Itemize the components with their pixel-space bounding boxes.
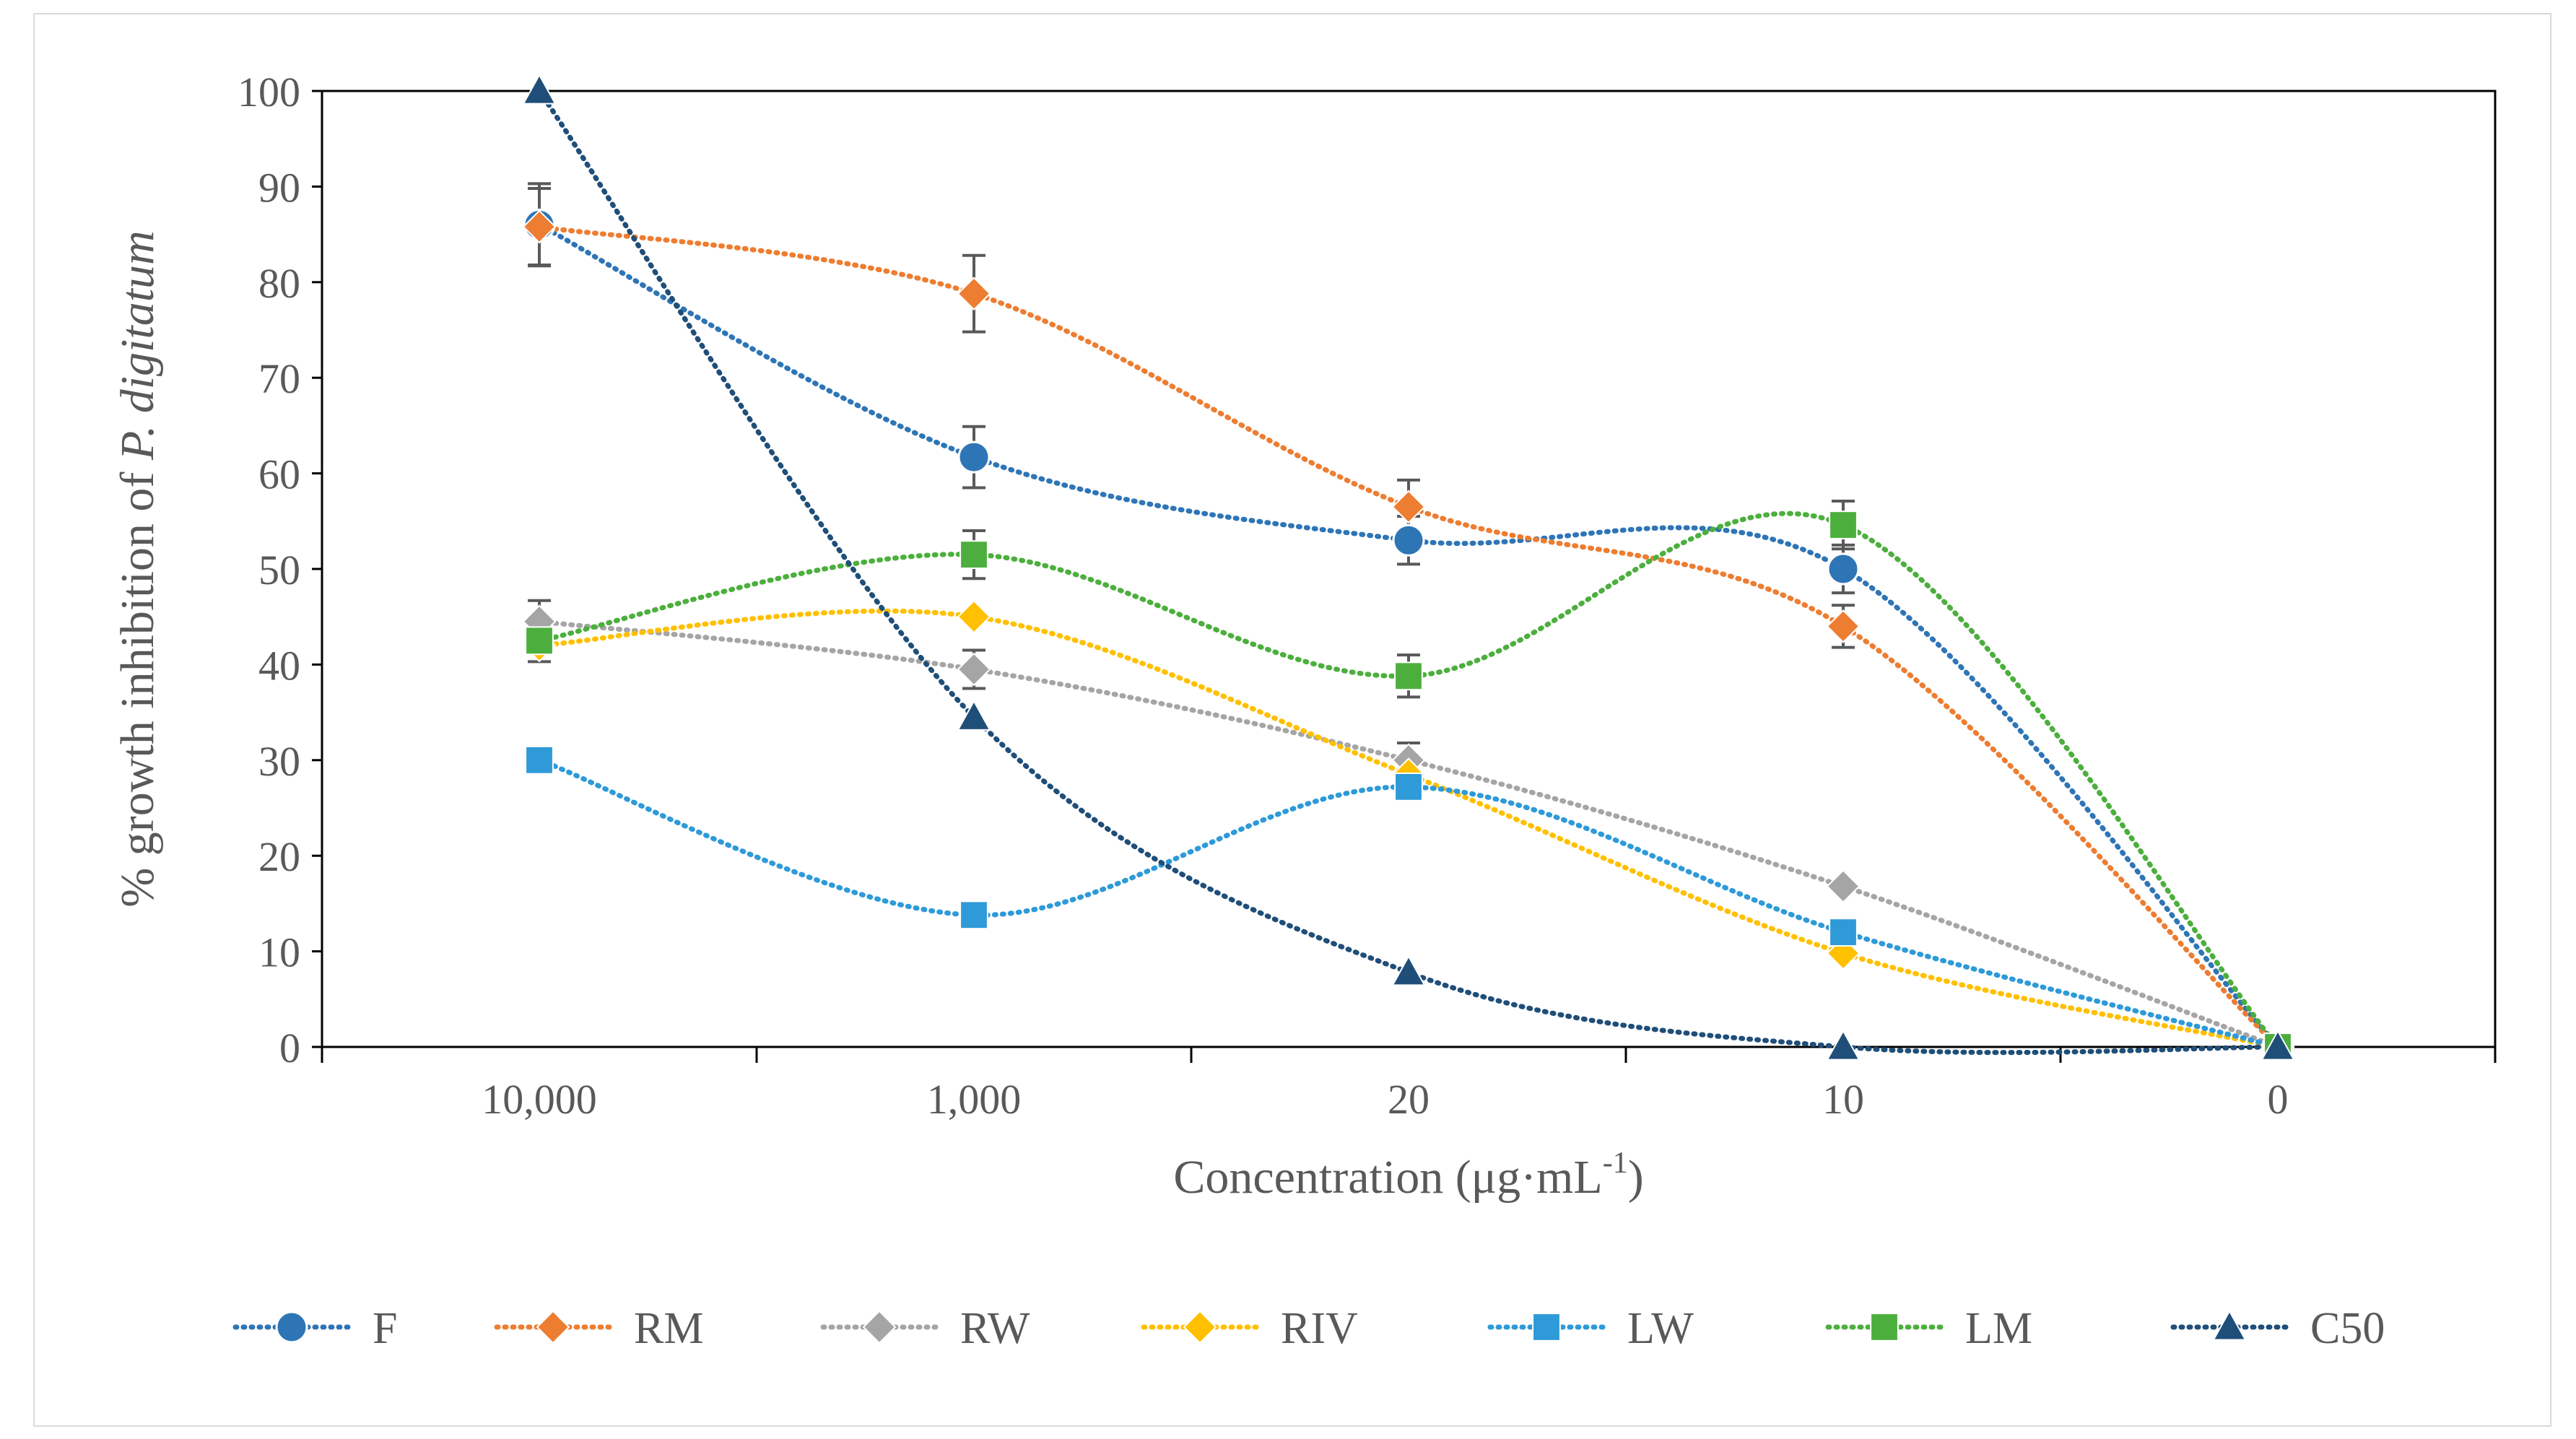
legend-label: C50 — [2310, 1304, 2385, 1353]
data-point-c50 — [1826, 1029, 1861, 1061]
y-tick-label: 40 — [258, 642, 300, 689]
series-line-lm — [536, 510, 2281, 1050]
series-layer — [522, 73, 2295, 1064]
series-line-lw — [536, 757, 2281, 1050]
series-markers — [522, 73, 2295, 1064]
x-tick-label: 10,000 — [482, 1076, 597, 1123]
error-bars — [528, 182, 1855, 801]
x-tick-label: 10 — [1822, 1076, 1864, 1123]
y-tick-label: 70 — [258, 355, 300, 402]
legend-swatch-marker — [1532, 1313, 1561, 1342]
legend-swatch-marker — [536, 1310, 570, 1344]
legend-item-f: F — [232, 1304, 397, 1353]
data-point-lm — [1394, 661, 1423, 691]
y-tick-label: 60 — [258, 451, 300, 498]
series-line-f — [536, 222, 2281, 1050]
data-point-f — [1392, 523, 1425, 557]
legend-label: RM — [634, 1304, 703, 1353]
plot-area — [321, 90, 2497, 1048]
legend-swatch-marker — [275, 1310, 308, 1344]
y-axis-title: % growth inhibition of P. digitatum — [111, 230, 164, 907]
x-tick-label: 20 — [1388, 1076, 1430, 1123]
series-line-c50 — [536, 88, 2281, 1056]
data-point-lw — [1829, 918, 1858, 947]
legend-item-lw: LW — [1487, 1304, 1694, 1353]
data-point-rm — [522, 209, 557, 244]
data-point-lm — [525, 626, 554, 656]
legend-label: LM — [1965, 1304, 2032, 1353]
y-tick-label: 20 — [258, 833, 300, 880]
legend-swatch-marker — [1870, 1313, 1899, 1342]
series-line-rm — [536, 224, 2281, 1050]
data-point-c50 — [957, 700, 991, 731]
data-point-lw — [525, 745, 554, 775]
legend-label: RW — [960, 1304, 1030, 1353]
legend-swatch-marker — [1183, 1310, 1217, 1344]
legend-item-rw: RW — [820, 1304, 1030, 1353]
legend: F RM RW RIV LW LM C50 — [232, 1304, 2385, 1353]
series-lines — [536, 88, 2281, 1056]
legend-item-c50: C50 — [2170, 1304, 2385, 1353]
y-tick-label: 30 — [258, 738, 300, 785]
data-point-lw — [960, 900, 988, 930]
data-point-lw — [1394, 772, 1423, 801]
y-tick-label: 50 — [258, 547, 300, 594]
legend-item-rm: RM — [494, 1304, 703, 1353]
x-axis-title: Concentration (μg·mL-1) — [1173, 1147, 1643, 1204]
x-tick-label: 0 — [2268, 1076, 2289, 1123]
y-tick-label: 0 — [279, 1025, 300, 1071]
y-tick-label: 100 — [238, 69, 300, 116]
data-point-lm — [1829, 510, 1858, 539]
legend-item-lm: LM — [1825, 1304, 2032, 1353]
data-point-c50 — [1391, 955, 1426, 986]
data-point-f — [957, 440, 991, 474]
legend-swatch-marker — [862, 1310, 897, 1344]
data-point-rm — [957, 277, 991, 311]
data-point-rw — [1826, 869, 1861, 904]
legend-swatch-marker — [2212, 1309, 2247, 1341]
data-point-rm — [1391, 490, 1426, 524]
y-tick-label: 90 — [258, 164, 300, 211]
y-tick-label: 10 — [258, 929, 300, 976]
legend-label: F — [373, 1304, 397, 1353]
data-point-rm — [1826, 609, 1861, 643]
data-point-f — [1827, 552, 1860, 586]
data-point-riv — [957, 599, 991, 634]
x-tick-label: 1,000 — [927, 1076, 1022, 1123]
data-point-c50 — [522, 73, 557, 105]
data-point-c50 — [2260, 1029, 2295, 1061]
data-point-rw — [957, 652, 991, 687]
legend-label: LW — [1627, 1304, 1694, 1353]
legend-label: RIV — [1281, 1304, 1358, 1353]
data-point-lm — [960, 540, 988, 570]
legend-item-riv: RIV — [1141, 1304, 1358, 1353]
y-tick-label: 80 — [258, 260, 300, 307]
chart-frame — [33, 13, 2551, 1427]
